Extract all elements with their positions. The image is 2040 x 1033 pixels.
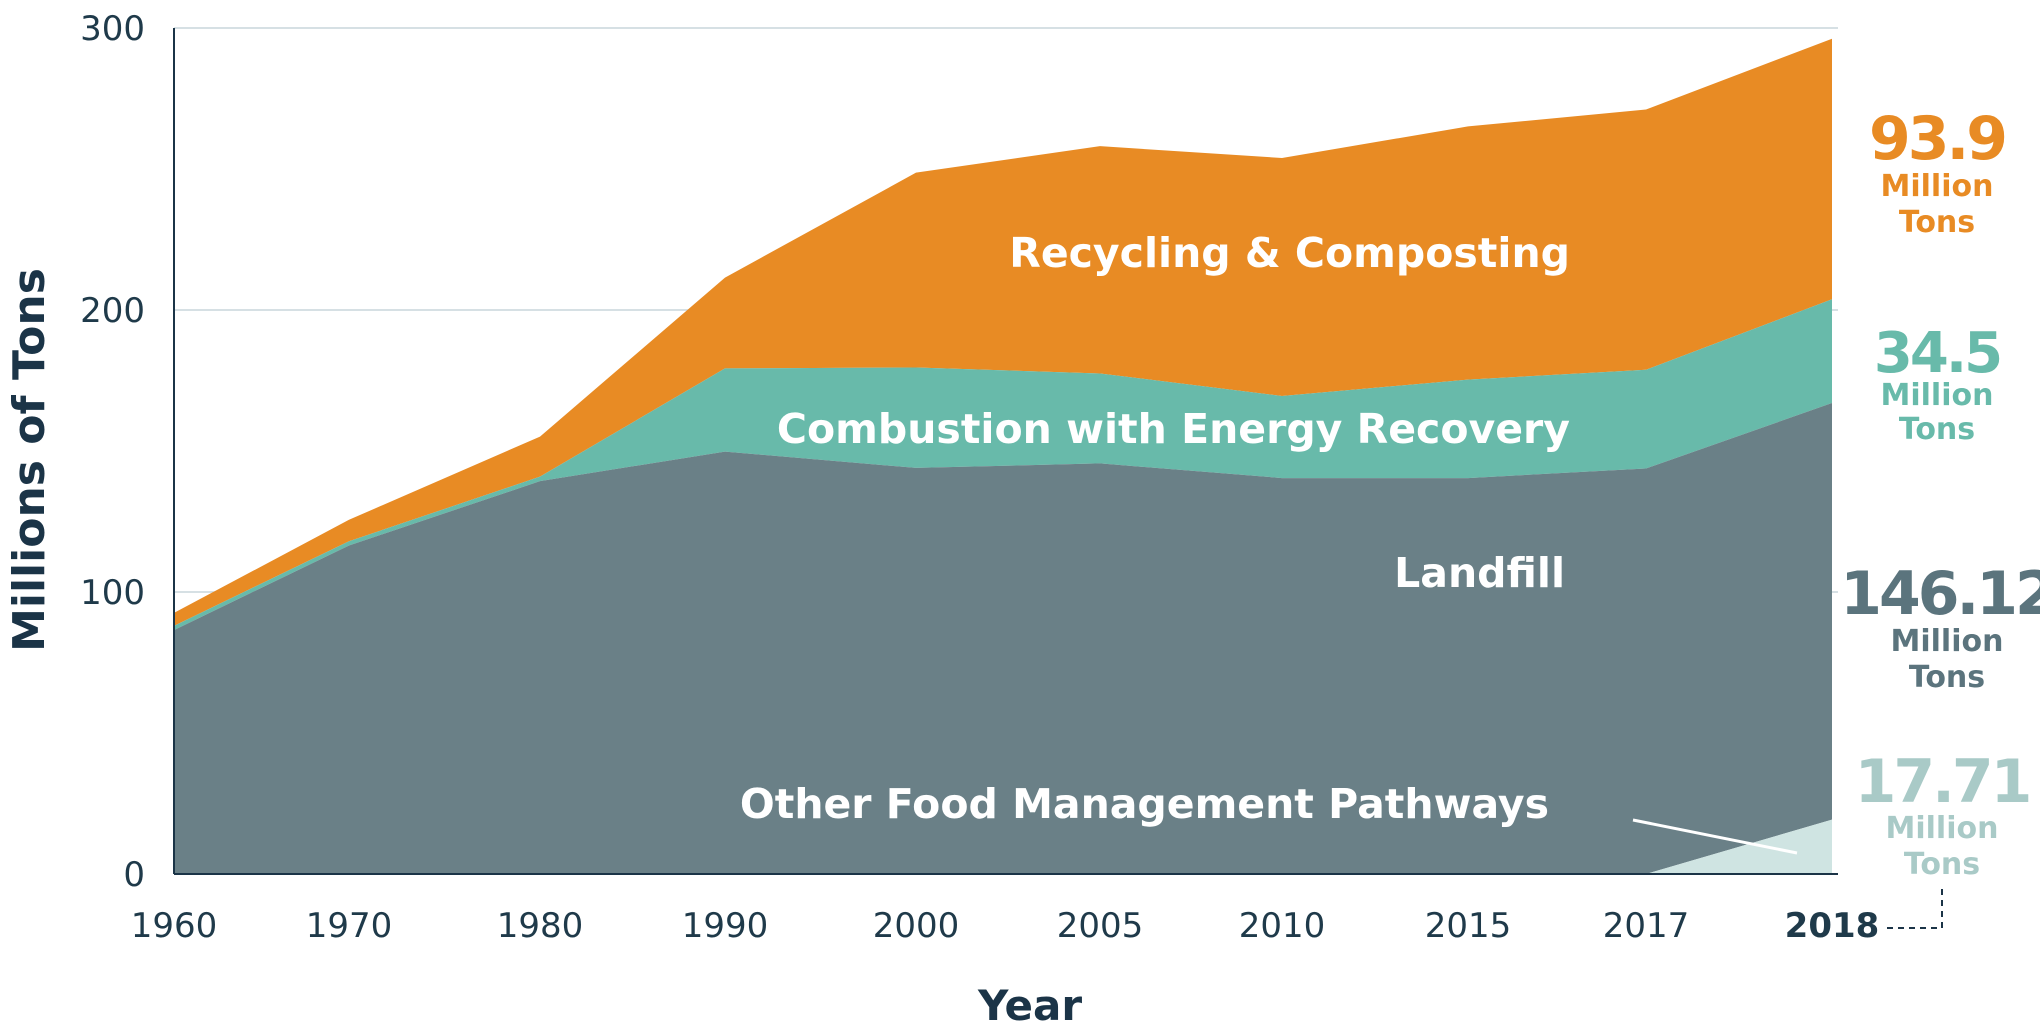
x-tick-label: 2010	[1239, 906, 1326, 946]
area-combustion	[174, 299, 1832, 631]
series-label-other: Other Food Management Pathways	[740, 780, 1549, 828]
total-unit-combustion-1: Million	[1881, 378, 1994, 413]
stacked-areas	[174, 38, 1832, 874]
y-tick-labels: 0 100 200 300	[80, 9, 145, 895]
x-tick-label: 2000	[873, 906, 960, 946]
x-tick-label: 1980	[497, 906, 584, 946]
total-value-landfill: 146.12	[1840, 559, 2040, 629]
x-tick-label: 1990	[682, 906, 769, 946]
total-combustion: 34.5 Million Tons	[1874, 321, 2003, 447]
y-axis-title: Millions of Tons	[4, 268, 55, 652]
highlight-year-connector	[1887, 888, 1943, 929]
total-other: 17.71 Million Tons	[1855, 747, 2033, 882]
total-value-combustion: 34.5	[1874, 321, 2000, 386]
total-value-recycling: 93.9	[1869, 104, 2005, 174]
total-unit-other-1: Million	[1886, 811, 1999, 846]
total-unit-other-2: Tons	[1904, 847, 1980, 882]
area-other	[174, 819, 1832, 874]
y-tick-label: 0	[123, 855, 145, 895]
y-tick-label: 100	[80, 573, 145, 613]
y-tick-label: 200	[80, 291, 145, 331]
x-tick-label: 1960	[131, 906, 218, 946]
series-label-combustion: Combustion with Energy Recovery	[777, 405, 1570, 453]
area-landfill	[174, 403, 1832, 874]
x-tick-label: 1970	[306, 906, 393, 946]
x-tick-label: 2005	[1057, 906, 1144, 946]
series-label-landfill: Landfill	[1394, 549, 1565, 597]
total-unit-recycling-1: Million	[1881, 169, 1994, 204]
series-label-recycling: Recycling & Composting	[1009, 229, 1570, 277]
total-value-other: 17.71	[1855, 747, 2030, 817]
x-tick-labels: 1960 1970 1980 1990 2000 2005 2010 2015 2017 2018	[131, 906, 1880, 946]
y-tick-label: 300	[80, 9, 145, 49]
total-unit-combustion-2: Tons	[1899, 412, 1975, 447]
area-recycling	[174, 38, 1832, 626]
other-pathways-pointer	[1632, 818, 1798, 855]
total-unit-recycling-2: Tons	[1899, 205, 1975, 240]
total-recycling: 93.9 Million Tons	[1869, 104, 2008, 240]
x-tick-label: 2015	[1425, 906, 1512, 946]
total-landfill: 146.12 Million Tons	[1840, 559, 2040, 695]
x-tick-label: 2018	[1785, 906, 1880, 946]
x-tick-label: 2017	[1603, 906, 1690, 946]
x-axis-title: Year	[977, 981, 1082, 1030]
total-unit-landfill-1: Million	[1891, 624, 2004, 659]
total-unit-landfill-2: Tons	[1909, 660, 1985, 695]
